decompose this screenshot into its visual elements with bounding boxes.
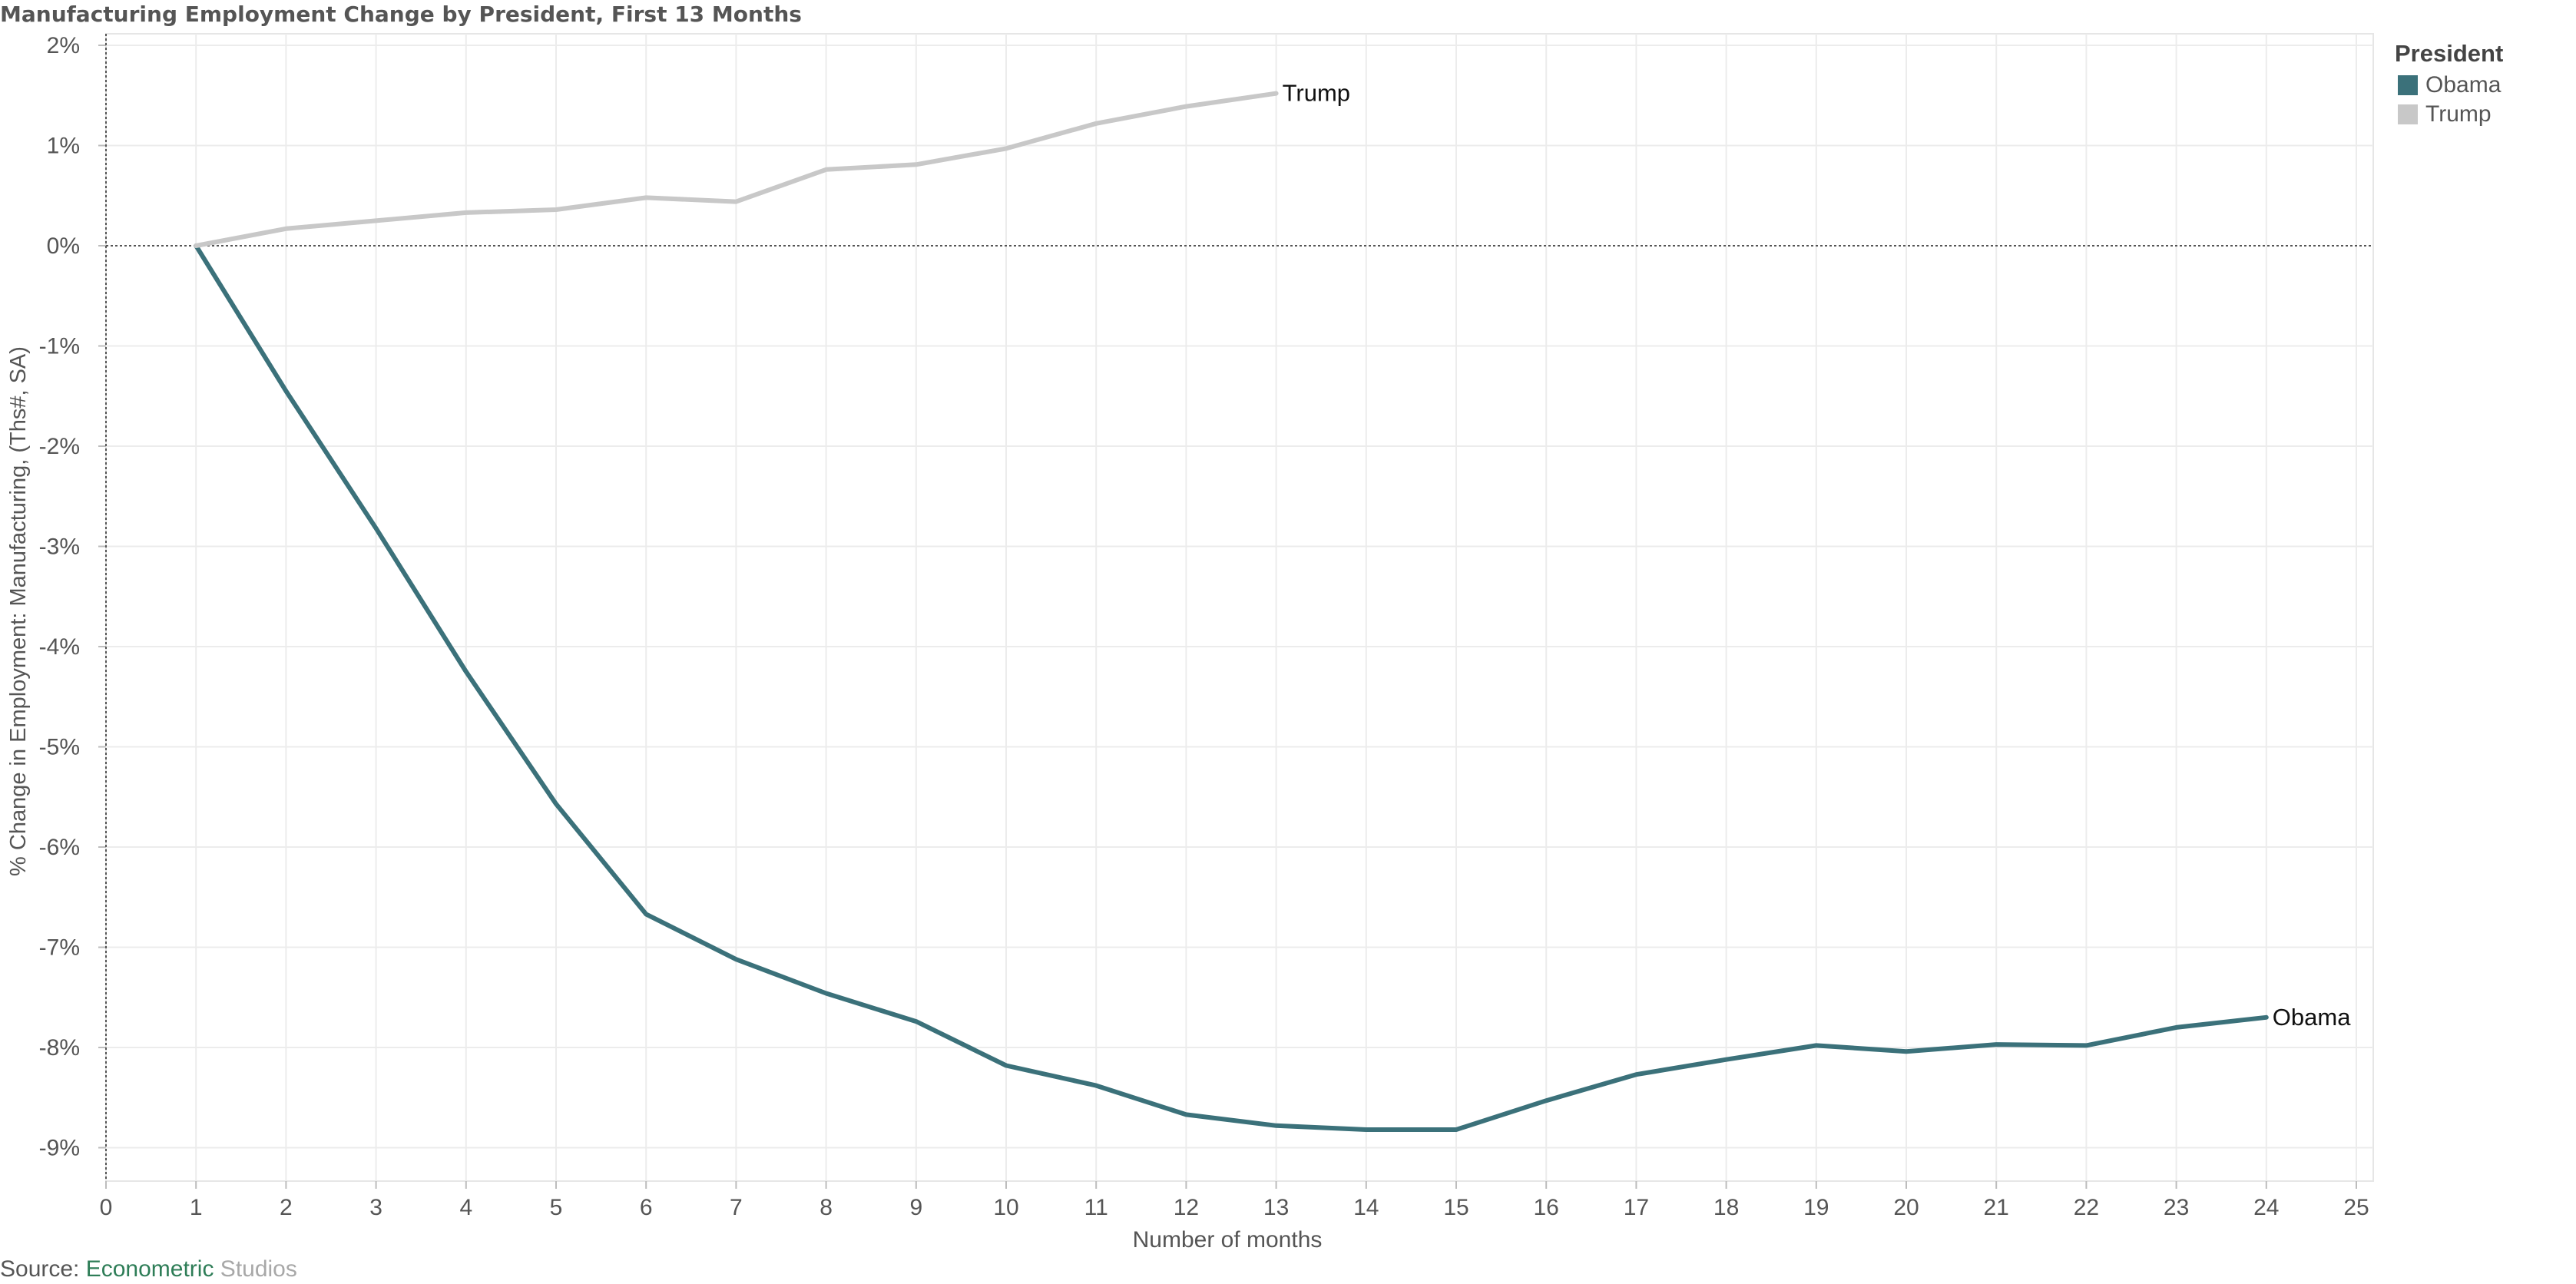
- series-line-obama[interactable]: [194, 243, 2269, 1132]
- y-axis-title: % Change in Employment: Manufacturing, (…: [6, 346, 31, 876]
- x-tick-label: 24: [2253, 1195, 2279, 1220]
- source-brand-econometric[interactable]: Econometric: [85, 1256, 214, 1282]
- x-tick-label: 10: [993, 1195, 1018, 1220]
- source-brand-studios[interactable]: Studios: [214, 1256, 297, 1282]
- legend-title: President: [2395, 40, 2504, 67]
- x-tick-label: 21: [1984, 1195, 2009, 1220]
- x-tick-label: 16: [1534, 1195, 1559, 1220]
- y-tick-label: -2%: [39, 434, 80, 459]
- y-tick-label: -9%: [39, 1136, 80, 1161]
- x-tick-label: 23: [2164, 1195, 2189, 1220]
- x-tick-label: 1: [190, 1195, 203, 1220]
- y-tick-label: -5%: [39, 735, 80, 760]
- x-tick-label: 8: [819, 1195, 833, 1220]
- series-line-trump[interactable]: [194, 91, 1279, 248]
- legend-item-obama[interactable]: Obama: [2395, 71, 2503, 100]
- x-tick-label: 18: [1713, 1195, 1739, 1220]
- y-tick-label: -4%: [39, 634, 80, 660]
- y-tick-label: -3%: [39, 534, 80, 560]
- x-tick-label: 3: [369, 1195, 382, 1220]
- x-tick-label: 5: [550, 1195, 563, 1220]
- legend-label-trump: Trump: [2425, 101, 2492, 127]
- x-tick-label: 20: [1893, 1195, 1919, 1220]
- plot-frame: [105, 33, 2374, 1182]
- legend-swatch-obama: [2398, 75, 2418, 95]
- x-tick-label: 15: [1443, 1195, 1468, 1220]
- x-tick-label: 12: [1174, 1195, 1199, 1220]
- x-tick-label: 4: [459, 1195, 472, 1220]
- source-line: Source: Econometric Studios: [0, 1256, 297, 1282]
- x-tick-label: 6: [640, 1195, 653, 1220]
- x-tick-label: 0: [100, 1195, 113, 1220]
- x-tick-label: 13: [1263, 1195, 1289, 1220]
- x-tick-label: 7: [730, 1195, 743, 1220]
- x-tick-label: 9: [909, 1195, 922, 1220]
- x-tick-label: 19: [1803, 1195, 1829, 1220]
- y-tick-label: 1%: [47, 134, 80, 159]
- legend-swatch-trump: [2398, 104, 2418, 124]
- series-end-label-obama: Obama: [2273, 1004, 2351, 1031]
- y-tick-label: -8%: [39, 1035, 80, 1061]
- chart-title: Manufacturing Employment Change by Presi…: [0, 2, 802, 27]
- source-prefix: Source:: [0, 1256, 86, 1282]
- x-tick-label: 14: [1353, 1195, 1379, 1220]
- x-tick-label: 2: [280, 1195, 293, 1220]
- grid-layer: [105, 33, 2374, 1182]
- y-tick-label: -6%: [39, 835, 80, 860]
- x-tick-label: 22: [2074, 1195, 2099, 1220]
- x-tick-label: 25: [2343, 1195, 2369, 1220]
- axis-layer: 0 1 2 3 4 5 6 7 8 9 10 11 12 13 14 15 16 17 18 19 20 21 22 23 24…: [39, 33, 2373, 1220]
- series-layer: Obama Trump: [194, 80, 2351, 1132]
- y-tick-label: -7%: [39, 935, 80, 961]
- legend-item-trump[interactable]: Trump: [2395, 100, 2503, 129]
- y-tick-label: 2%: [47, 33, 80, 58]
- y-tick-label: 0%: [47, 233, 80, 259]
- series-end-label-trump: Trump: [1283, 80, 1350, 107]
- x-tick-label: 17: [1624, 1195, 1649, 1220]
- x-tick-label: 11: [1084, 1195, 1108, 1220]
- legend-label-obama: Obama: [2425, 72, 2502, 98]
- legend: President Obama Trump: [2395, 40, 2503, 129]
- x-axis-title: Number of months: [1133, 1227, 1323, 1253]
- y-tick-label: -1%: [39, 334, 80, 359]
